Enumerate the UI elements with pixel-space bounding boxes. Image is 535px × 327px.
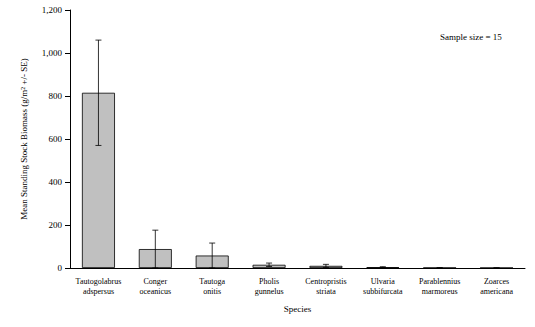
svg-text:Tautoga: Tautoga (199, 277, 225, 286)
svg-text:Mean Standing Stock Biomass (g: Mean Standing Stock Biomass (g/m² +/- SE… (19, 58, 29, 219)
svg-text:gunnelus: gunnelus (255, 287, 284, 296)
svg-text:Pholis: Pholis (259, 277, 279, 286)
svg-text:Species: Species (284, 304, 312, 314)
svg-text:Sample size = 15: Sample size = 15 (440, 32, 502, 42)
svg-text:Tautogolabrus: Tautogolabrus (76, 277, 122, 286)
svg-text:Zoarces: Zoarces (484, 277, 509, 286)
svg-text:1,000: 1,000 (42, 48, 63, 58)
svg-text:oceanicus: oceanicus (140, 287, 172, 296)
svg-text:200: 200 (49, 220, 63, 230)
svg-text:Centropristis: Centropristis (305, 277, 346, 286)
svg-text:striata: striata (316, 287, 336, 296)
svg-text:400: 400 (49, 177, 63, 187)
svg-text:600: 600 (49, 134, 63, 144)
svg-text:adspersus: adspersus (83, 287, 114, 296)
svg-text:subbifurcata: subbifurcata (363, 287, 403, 296)
svg-text:800: 800 (49, 91, 63, 101)
svg-text:marmoreus: marmoreus (422, 287, 458, 296)
svg-text:Ulvaria: Ulvaria (371, 277, 395, 286)
svg-text:americana: americana (480, 287, 513, 296)
svg-text:Conger: Conger (144, 277, 168, 286)
svg-text:onitis: onitis (203, 287, 221, 296)
svg-text:Parablennius: Parablennius (419, 277, 460, 286)
svg-text:1,200: 1,200 (42, 5, 63, 15)
svg-text:0: 0 (58, 263, 63, 273)
